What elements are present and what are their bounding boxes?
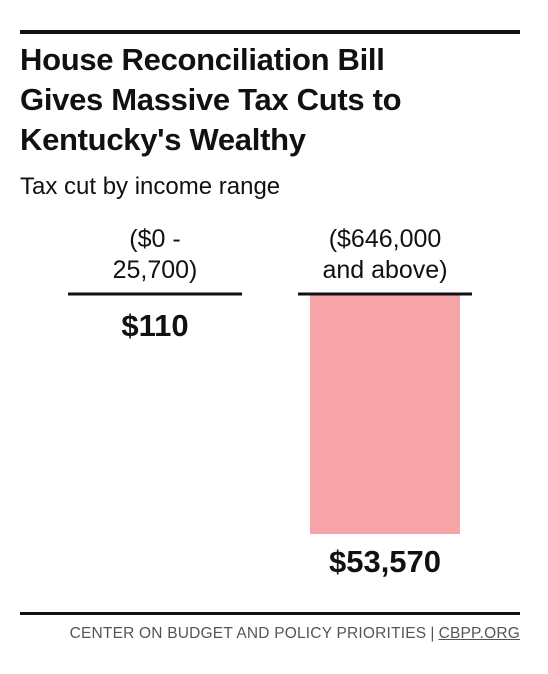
- footer-org: CENTER ON BUDGET AND POLICY PRIORITIES: [69, 625, 427, 642]
- category-label-low-income: 25,700): [113, 256, 198, 284]
- chart-subtitle: Tax cut by income range: [20, 173, 281, 200]
- top-rule: [20, 30, 520, 34]
- category-label-low-income: ($0 -: [129, 225, 180, 253]
- footer-credit: CENTER ON BUDGET AND POLICY PRIORITIES | C…: [70, 624, 520, 644]
- bar-high-income: [310, 294, 460, 534]
- footer-separator: |: [430, 625, 435, 642]
- category-label-high-income: and above): [322, 256, 447, 284]
- footer-site-link[interactable]: CBPP.ORG: [438, 625, 520, 642]
- value-label-high-income: $53,570: [329, 544, 441, 579]
- category-label-high-income: ($646,000: [329, 225, 442, 253]
- footer-rule: [20, 612, 520, 615]
- value-label-low-income: $110: [121, 308, 188, 343]
- chart-title: House Reconciliation Bill Gives Massive …: [20, 42, 402, 157]
